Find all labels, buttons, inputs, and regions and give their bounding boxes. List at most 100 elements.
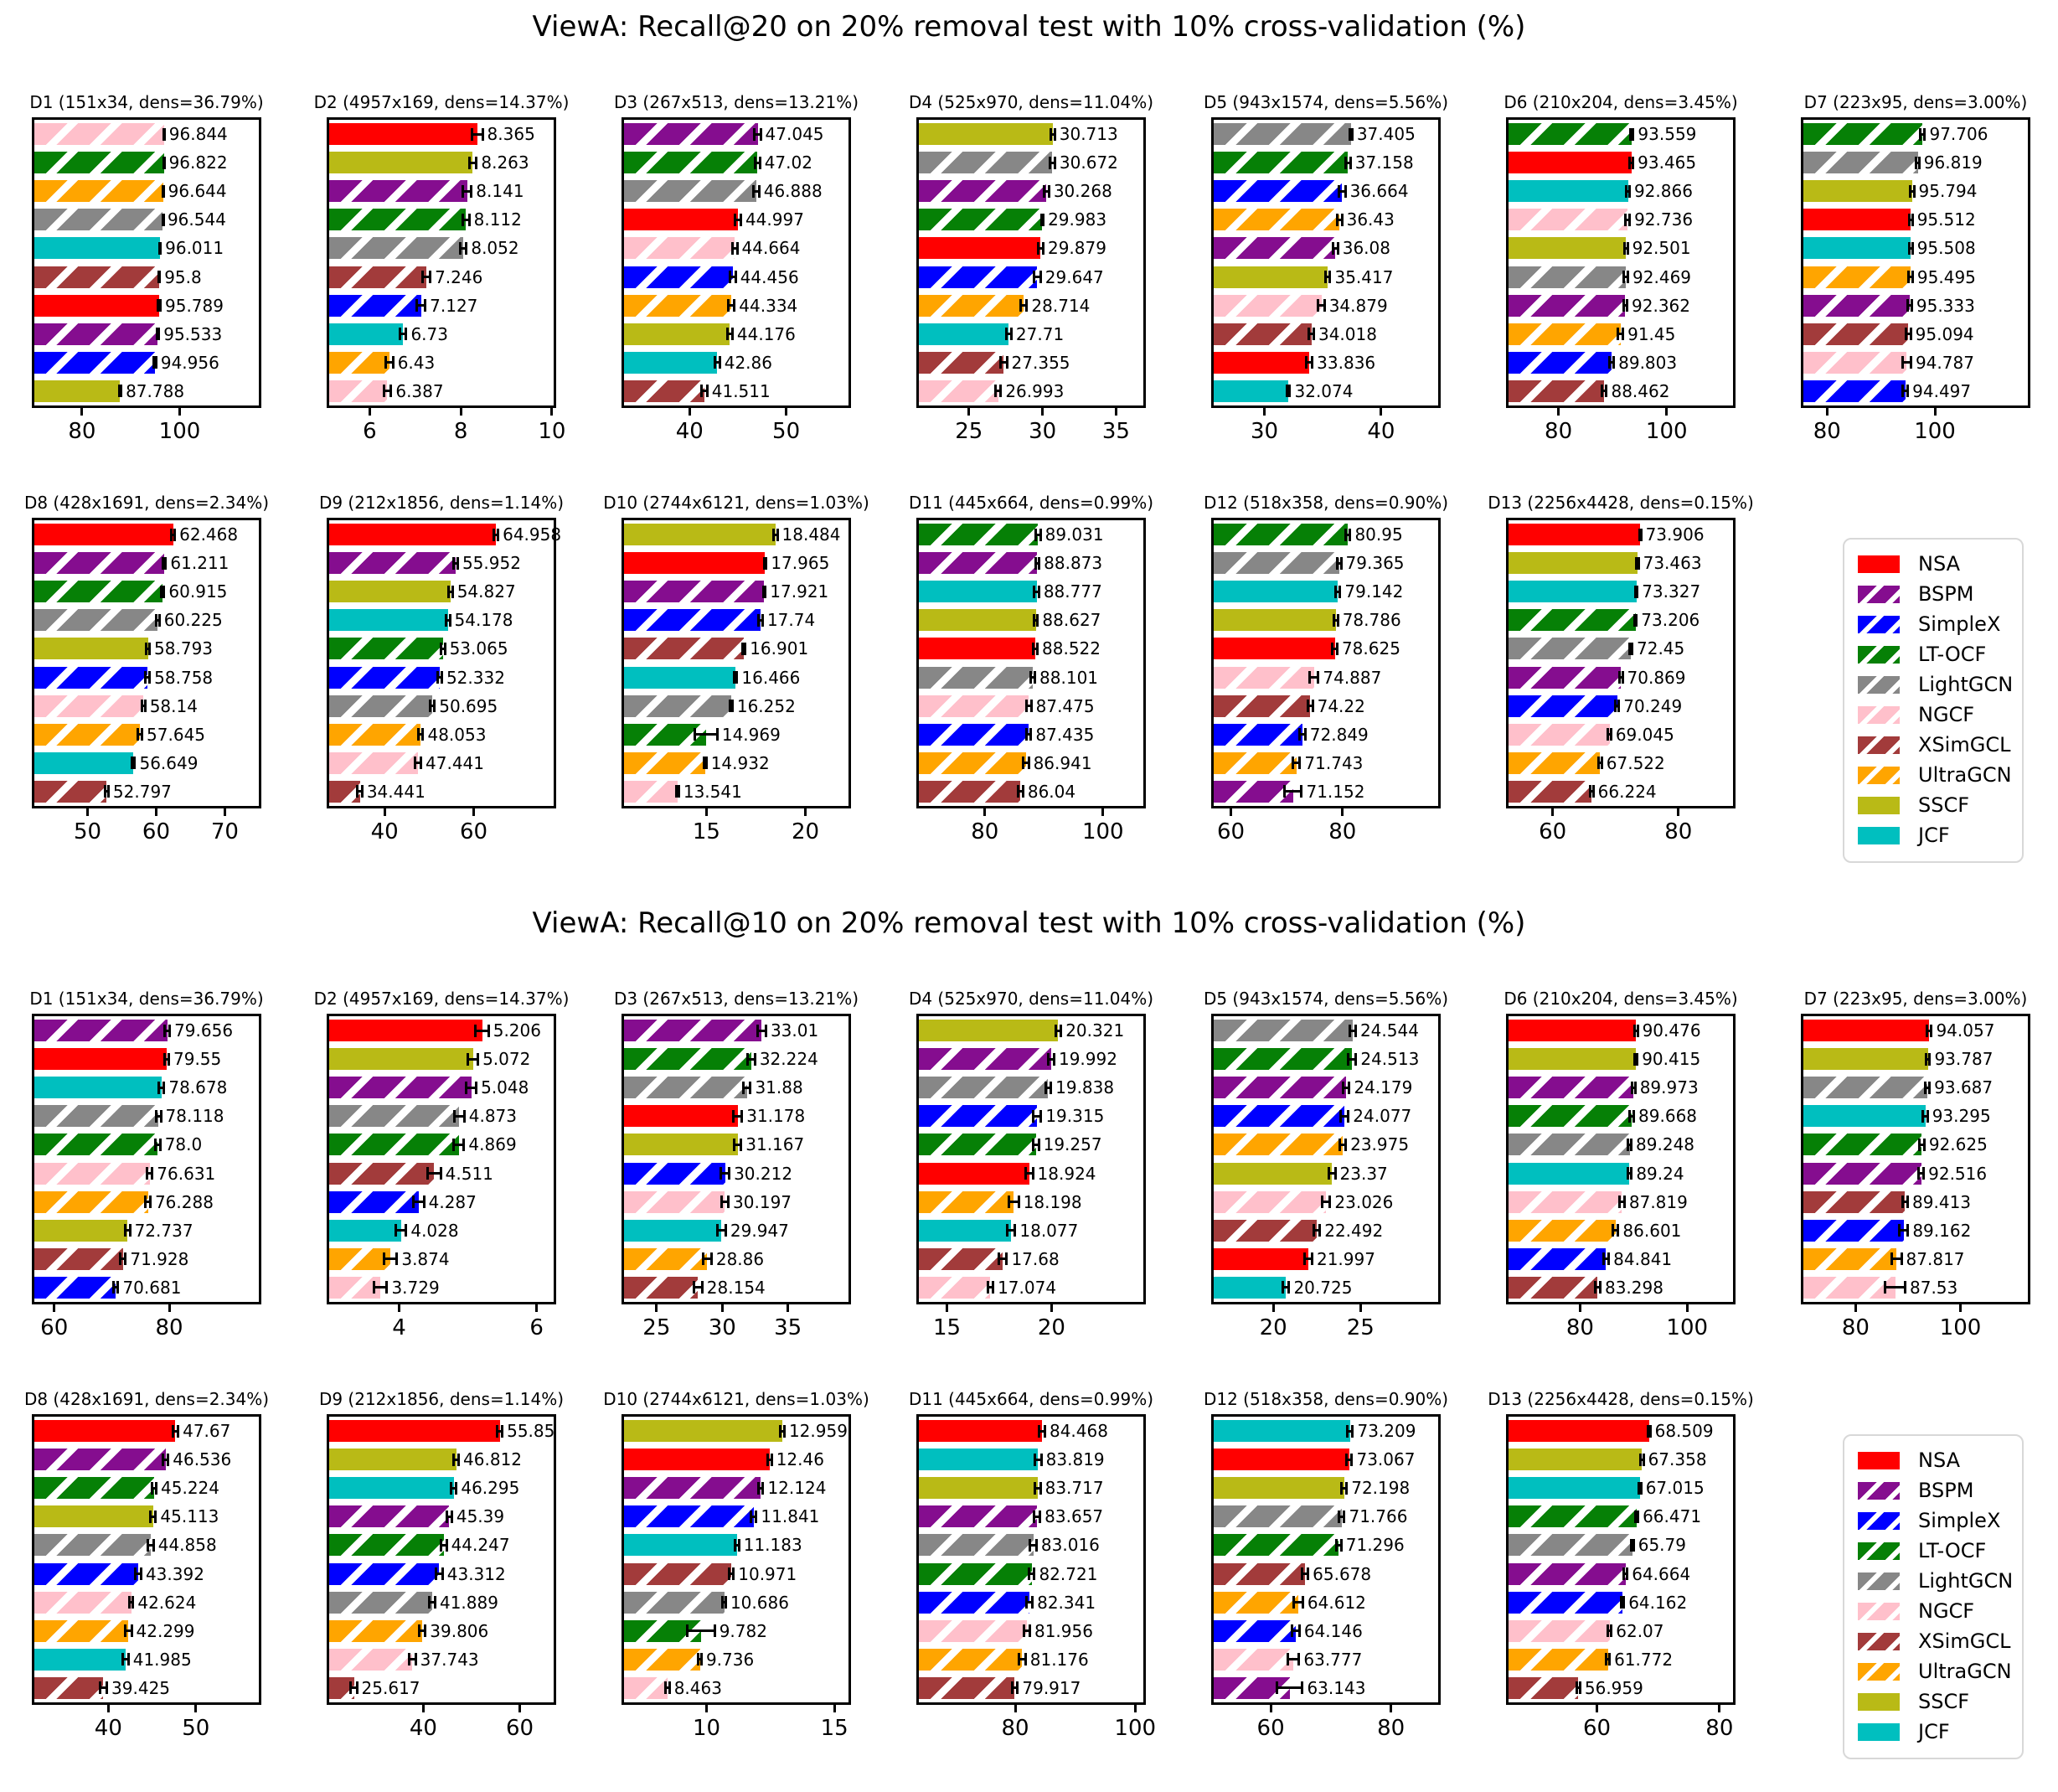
error-bar [1302, 1252, 1314, 1266]
bar-sscf [1803, 1048, 1928, 1071]
bar-ultragcn [329, 351, 389, 374]
error-bar [162, 556, 168, 570]
bar-sscf [1803, 180, 1912, 203]
bar-lightgcn [1803, 152, 1918, 174]
value-label: 93.787 [1934, 1049, 1994, 1070]
value-label: 94.787 [1915, 352, 1974, 373]
x-tick [1665, 405, 1669, 416]
x-tick-label: 10 [538, 419, 566, 444]
bar-nsa [1214, 351, 1309, 374]
bar-lightgcn [919, 1534, 1034, 1557]
bar-ngcf [329, 1276, 381, 1299]
axes-r20-d2: 8.365 8.263 8.141 8.112 8.052 7.246 7.127 6.73 6… [327, 117, 565, 444]
subplot-r20-d12: D12 (518x358, dens=0.90%) 80.95 79.365 79.1… [1204, 491, 1448, 844]
value-label: 9.782 [719, 1620, 767, 1641]
legend-entry-simplex: SimpleX [1844, 1505, 2022, 1536]
value-label: 87.819 [1628, 1191, 1688, 1212]
x-tick [472, 806, 476, 816]
value-label: 24.544 [1359, 1020, 1419, 1041]
x-tick [1341, 806, 1344, 816]
error-bar [1027, 1567, 1036, 1581]
subplot-title: D2 (4957x169, dens=14.37%) [313, 92, 570, 112]
value-label: 88.522 [1042, 638, 1101, 659]
bar-ngcf [1509, 723, 1610, 746]
error-bar [1647, 1424, 1652, 1438]
value-label: 96.011 [165, 238, 224, 259]
bar-simplex [329, 1190, 420, 1213]
error-bar [756, 1024, 767, 1037]
value-label: 83.819 [1045, 1449, 1105, 1470]
value-label: 30.713 [1059, 124, 1118, 145]
legend-entry-lt-ocf: LT-OCF [1844, 639, 2022, 669]
value-label: 80.95 [1354, 524, 1403, 545]
error-bar [1338, 184, 1347, 198]
value-label: 93.559 [1638, 124, 1697, 145]
error-bar [1626, 1138, 1633, 1151]
bar-ultragcn [1214, 1591, 1299, 1614]
value-label: 71.928 [130, 1248, 189, 1269]
bar-lt-ocf [624, 152, 758, 174]
value-label: 89.248 [1636, 1134, 1695, 1155]
error-bar [732, 1138, 743, 1151]
error-bar [1596, 757, 1604, 770]
value-label: 34.879 [1328, 295, 1388, 316]
bar-jcf [919, 581, 1037, 603]
bar-bspm [34, 323, 158, 345]
value-label: 63.143 [1307, 1677, 1366, 1698]
bar-ultragcn [624, 1247, 708, 1270]
bar-lt-ocf [1509, 123, 1632, 146]
axes-r20-d5: 37.405 37.158 36.664 36.43 36.08 35.417 34.879… [1211, 117, 1441, 444]
legend-entry-simplex: SimpleX [1844, 609, 2022, 639]
error-bar [1926, 1024, 1933, 1037]
value-label: 88.777 [1043, 581, 1102, 602]
legend-label: SimpleX [1918, 612, 2001, 636]
value-label: 25.617 [361, 1677, 420, 1698]
value-label: 72.198 [1351, 1478, 1411, 1499]
value-label: 45.39 [456, 1506, 505, 1527]
x-tick [1133, 1702, 1137, 1712]
value-label: 65.79 [1638, 1535, 1686, 1556]
bar-xsimgcl [34, 266, 160, 288]
legend-label: NGCF [1918, 1599, 1975, 1623]
subplot-title: D5 (943x1574, dens=5.56%) [1203, 92, 1449, 112]
axes-r20-d13: 73.906 73.463 73.327 73.206 72.45 70.869 70.24… [1506, 518, 1736, 844]
legend-entry-sscf: SSCF [1844, 790, 2022, 820]
subplot-title: D12 (518x358, dens=0.90%) [1203, 1389, 1449, 1409]
x-tick [967, 405, 971, 416]
bar-xsimgcl [1214, 1219, 1318, 1242]
bar-ngcf [329, 380, 388, 402]
x-tick-label: 60 [1256, 1716, 1285, 1741]
value-label: 23.026 [1334, 1191, 1394, 1212]
x-tick-label: 20 [1259, 1315, 1287, 1340]
value-label: 73.067 [1356, 1449, 1416, 1470]
x-tick [1230, 806, 1232, 816]
bar-simplex [1509, 1247, 1607, 1270]
value-label: 28.154 [706, 1277, 766, 1298]
error-bar [741, 642, 746, 655]
bar-simplex [1214, 1619, 1296, 1642]
error-bar [147, 1538, 156, 1552]
error-bar [1626, 1167, 1633, 1180]
bar-ultragcn [1214, 751, 1297, 774]
axes-r10-d3: 33.01 32.224 31.88 31.178 31.167 30.212 30.197… [622, 1014, 851, 1340]
bar-bspm [1803, 1162, 1921, 1185]
bar-sscf [1214, 609, 1336, 632]
value-label: 27.355 [1011, 352, 1070, 373]
bar-simplex [624, 609, 761, 632]
error-bar [1338, 1109, 1350, 1123]
bar-lt-ocf [1803, 123, 1923, 146]
legend-label: UltraGCN [1918, 1660, 2012, 1683]
x-tick-label: 4 [392, 1315, 406, 1340]
subplot-r20-d3: D3 (267x513, dens=13.21%) 47.045 47.02 46.8… [614, 90, 859, 444]
error-bar [693, 728, 720, 741]
subplot-r20-d8: D8 (428x1691, dens=2.34%) 62.468 61.211 60.… [24, 491, 269, 844]
subplot-r10-d11: D11 (445x664, dens=0.99%) 84.468 83.819 83.… [909, 1387, 1156, 1741]
error-bar [1029, 671, 1037, 684]
error-bar [464, 1081, 478, 1094]
error-bar [1323, 271, 1332, 284]
error-bar [1901, 1196, 1909, 1209]
bar-ngcf [329, 1648, 413, 1671]
error-bar [1033, 271, 1042, 284]
value-label: 79.142 [1344, 581, 1404, 602]
value-label: 67.358 [1648, 1449, 1707, 1470]
